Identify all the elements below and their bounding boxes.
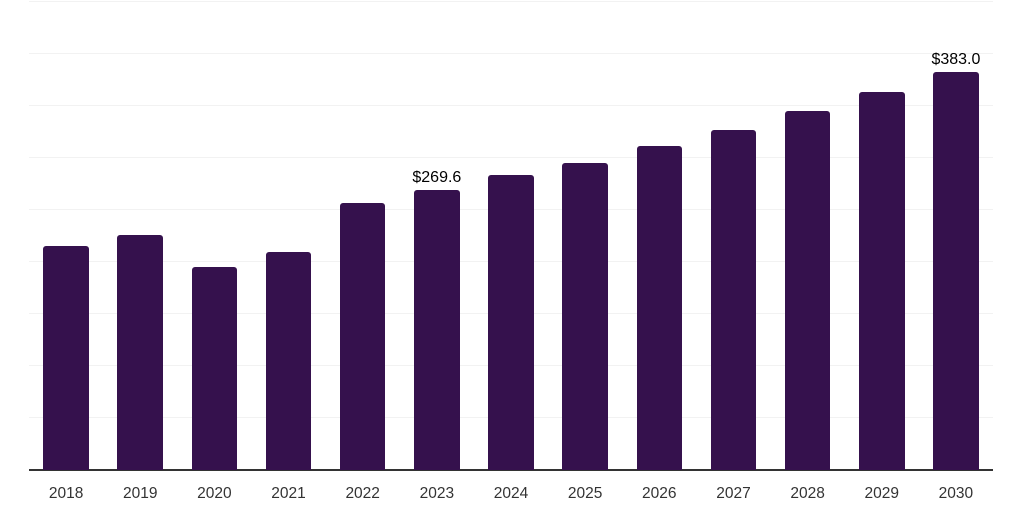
x-tick-2018: 2018 bbox=[48, 485, 84, 502]
gridline-450 bbox=[29, 1, 993, 2]
bar-2025[interactable] bbox=[562, 162, 608, 470]
x-tick-2030: 2030 bbox=[938, 485, 974, 502]
bar-2023[interactable] bbox=[414, 189, 460, 470]
bar-2027[interactable] bbox=[710, 129, 757, 470]
x-tick-2022: 2022 bbox=[345, 485, 380, 502]
bar-2030[interactable] bbox=[933, 71, 979, 470]
x-tick-2019: 2019 bbox=[122, 485, 158, 502]
bar-2028[interactable] bbox=[784, 110, 831, 470]
x-tick-2025: 2025 bbox=[567, 485, 603, 502]
bar-2024[interactable] bbox=[488, 174, 534, 470]
x-tick-2028: 2028 bbox=[790, 485, 825, 502]
x-tick-2027: 2027 bbox=[716, 485, 751, 502]
x-tick-2023: 2023 bbox=[419, 485, 455, 502]
gridline-300 bbox=[29, 157, 993, 158]
x-tick-2029: 2029 bbox=[864, 485, 899, 502]
bar-value-label-2030: $383.0 bbox=[931, 50, 981, 68]
bar-2018[interactable] bbox=[43, 245, 89, 470]
gridline-400 bbox=[29, 53, 993, 54]
x-axis-line bbox=[29, 469, 993, 471]
bar-value-label-2023: $269.6 bbox=[412, 168, 462, 186]
bar-2021[interactable] bbox=[265, 251, 312, 470]
bar-2029[interactable] bbox=[859, 92, 905, 470]
bar-2020[interactable] bbox=[191, 266, 238, 470]
x-tick-2024: 2024 bbox=[493, 485, 529, 502]
x-tick-2021: 2021 bbox=[271, 485, 306, 502]
bar-2026[interactable] bbox=[636, 145, 683, 470]
x-tick-2020: 2020 bbox=[197, 485, 232, 502]
gridline-350 bbox=[29, 105, 993, 106]
bar-2019[interactable] bbox=[117, 235, 163, 470]
bar-2022[interactable] bbox=[339, 202, 386, 470]
x-tick-2026: 2026 bbox=[642, 485, 677, 502]
